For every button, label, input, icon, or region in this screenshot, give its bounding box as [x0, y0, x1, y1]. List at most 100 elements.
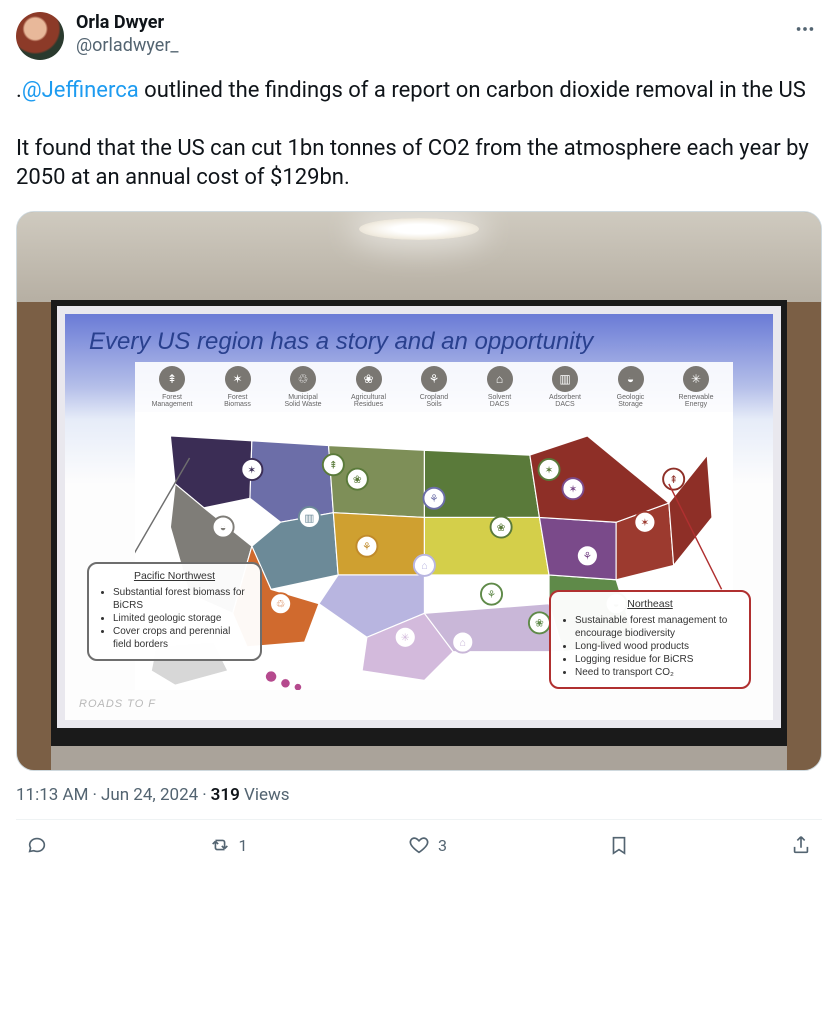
svg-text:⌂: ⌂: [421, 560, 427, 572]
display-name: Orla Dwyer: [76, 12, 179, 35]
callout-item: Limited geologic storage: [113, 612, 250, 625]
legend-label: SolventDACS: [469, 394, 531, 409]
retweet-count: 1: [239, 836, 248, 855]
callout-item: Need to transport CO₂: [575, 666, 739, 679]
svg-text:⚘: ⚘: [487, 589, 496, 601]
reply-icon: [26, 834, 48, 856]
legend-label: MunicipalSolid Waste: [272, 394, 334, 409]
legend-icon: ❀: [356, 366, 382, 392]
heart-icon: [408, 834, 430, 856]
svg-text:◒: ◒: [220, 522, 226, 534]
svg-text:✳: ✳: [401, 632, 410, 644]
like-button[interactable]: 3: [408, 834, 447, 856]
more-button[interactable]: [788, 12, 822, 46]
handle: @orladwyer_: [76, 35, 179, 58]
callout-item: Sustainable forest management to encoura…: [575, 614, 739, 640]
slide-footer-brand: ROADS TO F: [79, 698, 156, 710]
legend-item: ⌂ SolventDACS: [469, 366, 531, 412]
tweet-meta: 11:13 AM · Jun 24, 2024 · 319 Views: [16, 785, 822, 805]
meta-sep: ·: [92, 785, 96, 805]
tweet-views[interactable]: 319 Views: [211, 785, 290, 805]
legend-label: RenewableEnergy: [665, 394, 727, 409]
legend-icon: ⚘: [421, 366, 447, 392]
meta-sep: ·: [202, 785, 206, 805]
callout-item: Substantial forest biomass for BiCRS: [113, 586, 250, 612]
tweet-paragraph-1: .@Jeffinerca outlined the findings of a …: [16, 76, 822, 106]
svg-text:♲: ♲: [276, 599, 285, 611]
legend-label: ForestBiomass: [207, 394, 269, 409]
retweet-button[interactable]: 1: [209, 834, 248, 856]
legend-label: CroplandSoils: [403, 394, 465, 409]
legend-item: ◒ GeologicStorage: [600, 366, 662, 412]
svg-text:❀: ❀: [497, 522, 506, 534]
ellipsis-icon: [794, 18, 816, 40]
bookmark-button[interactable]: [608, 834, 630, 856]
share-icon: [790, 834, 812, 856]
callout-left-region: Pacific Northwest: [99, 570, 250, 584]
mention-link[interactable]: @Jeffinerca: [22, 78, 139, 103]
callout-left-list: Substantial forest biomass for BiCRSLimi…: [99, 586, 250, 651]
legend-item: ⇞ ForestManagement: [141, 366, 203, 412]
legend-item: ✳ RenewableEnergy: [665, 366, 727, 412]
slide-legend: ⇞ ForestManagement ✶ ForestBiomass♲Municipa…: [135, 362, 733, 412]
svg-text:❀: ❀: [535, 618, 544, 630]
callout-item: Logging residue for BiCRS: [575, 653, 739, 666]
legend-label: ForestManagement: [141, 394, 203, 409]
legend-icon: ◒: [618, 366, 644, 392]
author-block[interactable]: Orla Dwyer @orladwyer_: [76, 12, 179, 57]
bookmark-icon: [608, 834, 630, 856]
tweet-time[interactable]: 11:13 AM: [16, 785, 88, 805]
callout-northeast: Northeast Sustainable forest management …: [549, 590, 751, 689]
reply-button[interactable]: [26, 834, 48, 856]
share-button[interactable]: [790, 834, 812, 856]
photo-wall-right: [787, 302, 821, 770]
photo-ceiling: [17, 212, 821, 302]
legend-label: AgriculturalResidues: [338, 394, 400, 409]
tweet-media[interactable]: Every US region has a story and an oppor…: [16, 211, 822, 771]
slide-map: ✶▥❀⚘⚘⌂♲❀⚘❀✶⚘✶⇞◒⌂✳⇞◒✶ Pacific Northwest S…: [135, 412, 733, 690]
svg-text:✶: ✶: [640, 517, 649, 529]
svg-text:❀: ❀: [353, 474, 362, 486]
svg-text:⚘: ⚘: [583, 551, 592, 563]
views-label: Views: [240, 785, 290, 805]
svg-text:⚘: ⚘: [429, 493, 438, 505]
projector-screen: Every US region has a story and an oppor…: [51, 300, 787, 746]
svg-text:⇞: ⇞: [669, 474, 678, 486]
tweet-line1-rest: outlined the findings of a report on car…: [139, 78, 806, 103]
tweet-text: .@Jeffinerca outlined the findings of a …: [16, 76, 822, 193]
callout-item: Cover crops and perennial field borders: [113, 625, 250, 651]
tweet-actions: 1 3: [16, 820, 822, 870]
tweet-header: Orla Dwyer @orladwyer_: [16, 12, 822, 60]
callout-right-list: Sustainable forest management to encoura…: [561, 614, 739, 679]
legend-label: GeologicStorage: [600, 394, 662, 409]
svg-text:▥: ▥: [304, 512, 314, 524]
like-count: 3: [438, 836, 447, 855]
retweet-icon: [209, 834, 231, 856]
svg-text:⇞: ⇞: [329, 460, 338, 472]
legend-icon: ⌂: [487, 366, 513, 392]
photo-wall-left: [17, 302, 51, 770]
tweet-paragraph-2: It found that the US can cut 1bn tonnes …: [16, 134, 822, 193]
views-count: 319: [211, 785, 240, 805]
slide: Every US region has a story and an oppor…: [65, 314, 773, 720]
legend-icon: ✶: [225, 366, 251, 392]
legend-item: ❀ AgriculturalResidues: [338, 366, 400, 412]
legend-item: ✶ ForestBiomass: [207, 366, 269, 412]
svg-text:✶: ✶: [247, 464, 256, 476]
tweet-date[interactable]: Jun 24, 2024: [101, 785, 198, 805]
callout-right-region: Northeast: [561, 598, 739, 612]
svg-text:⚘: ⚘: [362, 541, 371, 553]
svg-text:✶: ✶: [545, 464, 554, 476]
legend-item: ⚘ CroplandSoils: [403, 366, 465, 412]
legend-icon: ⇞: [159, 366, 185, 392]
legend-icon: ▥: [552, 366, 578, 392]
legend-label: AdsorbentDACS: [534, 394, 596, 409]
avatar[interactable]: [16, 12, 64, 60]
legend-icon: ✳: [683, 366, 709, 392]
svg-text:⌂: ⌂: [460, 637, 466, 649]
svg-text:✶: ✶: [569, 484, 578, 496]
callout-pacific-northwest: Pacific Northwest Substantial forest bio…: [87, 562, 262, 661]
legend-item: ♲MunicipalSolid Waste: [272, 366, 334, 412]
slide-title: Every US region has a story and an oppor…: [89, 328, 593, 356]
legend-item: ▥ AdsorbentDACS: [534, 366, 596, 412]
